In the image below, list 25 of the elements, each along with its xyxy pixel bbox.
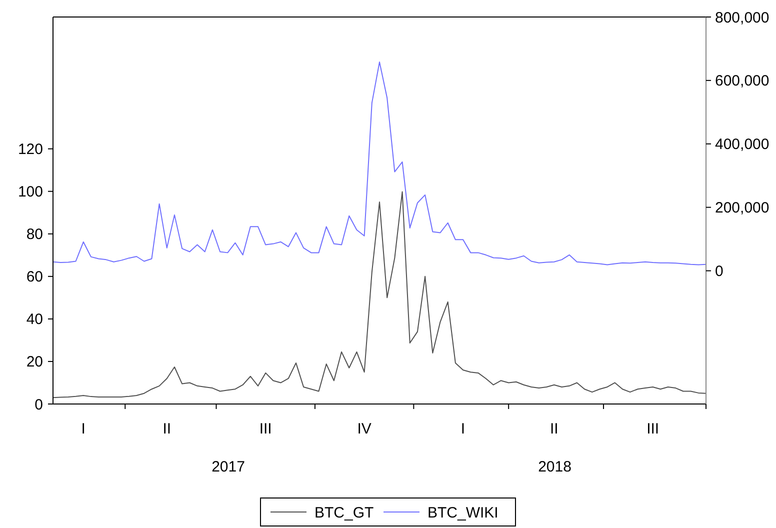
x-tick-label: I	[460, 420, 466, 438]
x-tick-label: I	[81, 420, 86, 438]
y2-tick-label: 400,000	[715, 136, 770, 154]
y-tick-label: 120	[18, 141, 43, 158]
x-tick-label: II	[550, 420, 558, 438]
y-tick-label: 0	[34, 396, 43, 414]
x-tick-label: III	[646, 420, 660, 438]
x-tick-label: II	[162, 420, 172, 438]
y2-tick-label: 0	[715, 263, 724, 280]
legend-label: BTC_WIKI	[428, 504, 498, 522]
y2-tick-label: 200,000	[715, 200, 770, 217]
legend-label: BTC_GT	[314, 504, 374, 522]
line-series	[52, 191, 706, 398]
y-tick-label: 40	[26, 311, 43, 328]
y-tick-label: 20	[26, 354, 43, 371]
y2-tick-label: 600,000	[715, 72, 770, 90]
x-tick-label: III	[259, 420, 272, 438]
y-tick-label: 100	[18, 184, 43, 201]
line-series	[52, 62, 706, 266]
x-tick-label: IV	[357, 420, 372, 438]
text: 2018	[538, 458, 572, 476]
y2-tick-label: 800,000	[715, 9, 770, 26]
text: 2017	[212, 458, 245, 476]
y-tick-label: 60	[26, 268, 43, 286]
y-tick-label: 80	[26, 226, 43, 244]
